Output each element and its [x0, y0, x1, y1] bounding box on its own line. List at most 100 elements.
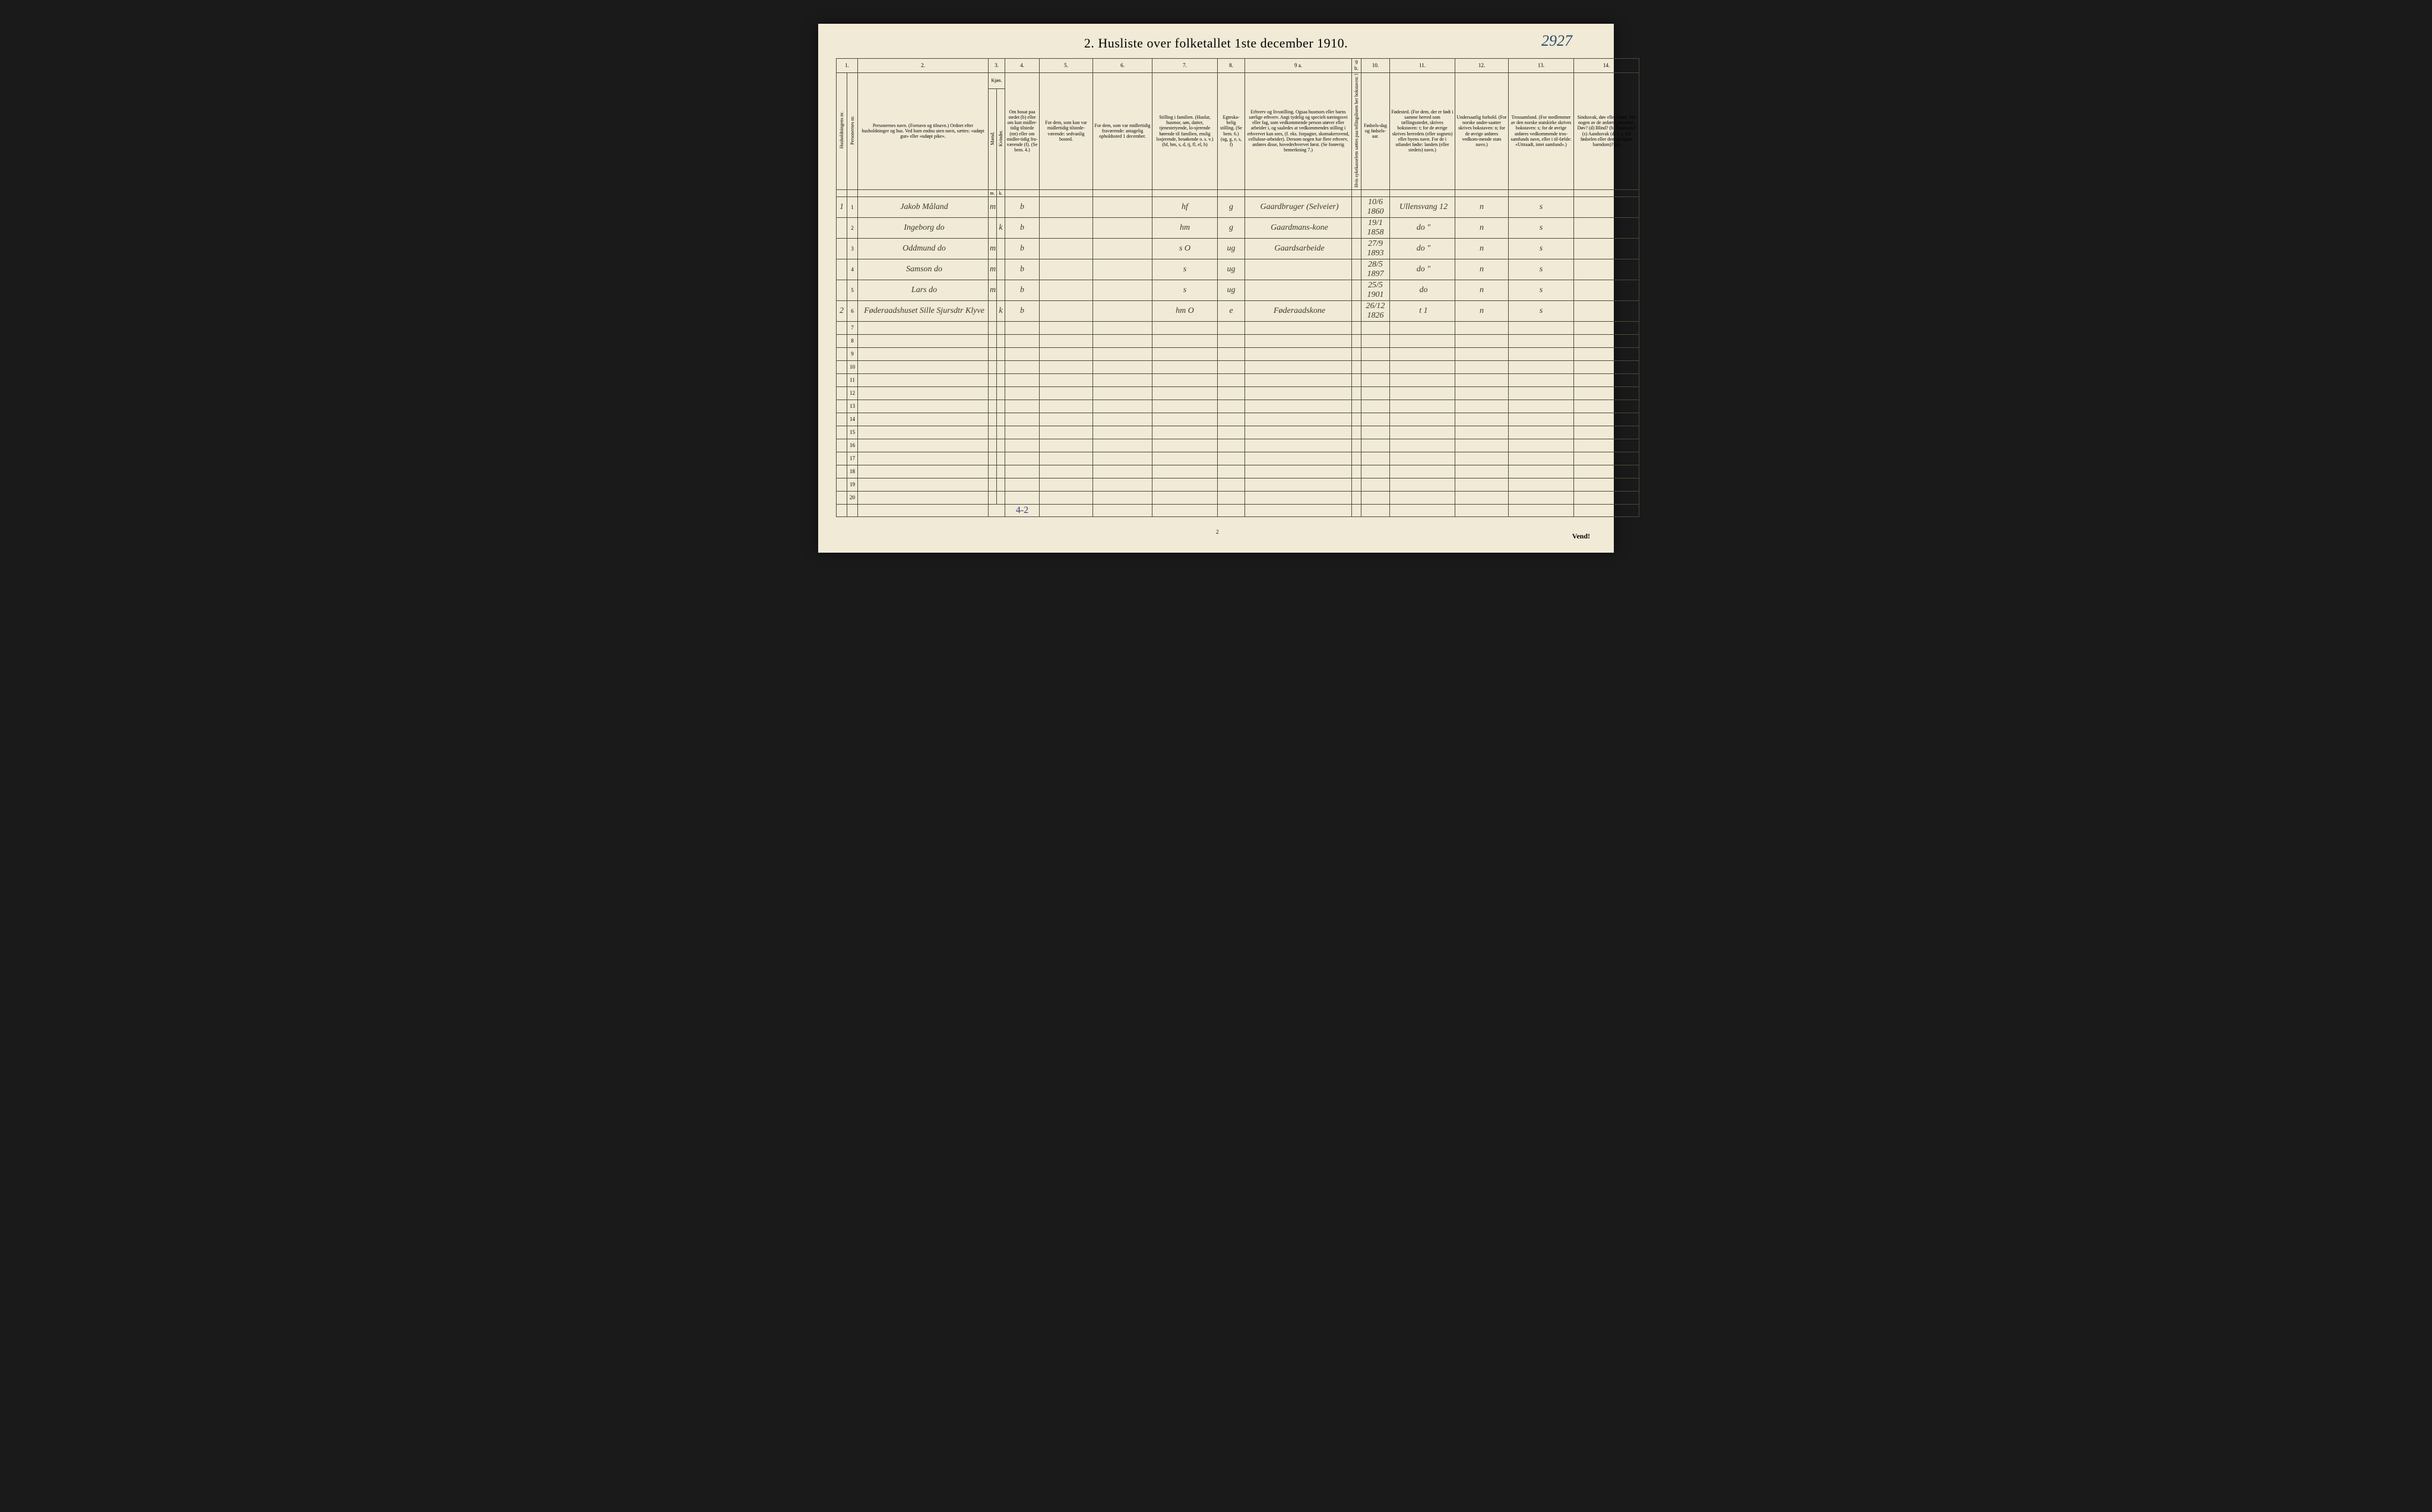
cell-empty	[1245, 360, 1352, 373]
cell-empty	[997, 400, 1005, 413]
cell-empty	[1040, 360, 1093, 373]
cell-empty	[1152, 478, 1218, 491]
cell-empty	[989, 439, 997, 452]
cell-sick	[1352, 217, 1361, 238]
cell-temp-present	[1040, 259, 1093, 280]
cell-empty	[989, 386, 997, 400]
cell-household-nr	[837, 238, 847, 259]
cell-name: Jakob Måland	[858, 196, 989, 217]
cell-empty	[1005, 400, 1040, 413]
cell-household-nr	[837, 217, 847, 238]
cell-empty	[1352, 465, 1361, 478]
cell-empty	[1218, 465, 1245, 478]
colnum-5: 5.	[1040, 59, 1093, 73]
table-row-empty: 19	[837, 478, 1639, 491]
cell-birthdate: 19/1 1858	[1361, 217, 1390, 238]
cell-marital: ug	[1218, 259, 1245, 280]
cell-person-nr: 18	[847, 465, 858, 478]
cell-household-nr: 2	[837, 300, 847, 321]
cell-empty	[1245, 465, 1352, 478]
cell-residence: b	[1005, 238, 1040, 259]
hdr-birthdate: Fødsels-dag og fødsels-aar.	[1361, 72, 1390, 189]
cell-empty	[1040, 452, 1093, 465]
cell-empty	[1352, 334, 1361, 347]
cell-nationality: n	[1455, 280, 1509, 300]
cell-empty	[1093, 400, 1152, 413]
cell-empty	[1509, 478, 1574, 491]
cell-household-nr	[837, 478, 847, 491]
cell-sex-k	[997, 259, 1005, 280]
table-row-empty: 10	[837, 360, 1639, 373]
table-row-empty: 20	[837, 491, 1639, 504]
cell-empty	[1152, 400, 1218, 413]
colnum-14: 14.	[1574, 59, 1639, 73]
cell-empty	[858, 334, 989, 347]
cell-empty	[1218, 373, 1245, 386]
cell-empty	[1005, 426, 1040, 439]
cell-empty	[1390, 373, 1455, 386]
cell-empty	[1361, 347, 1390, 360]
hdr-k-abbr: k.	[997, 189, 1005, 196]
hdr-person-nr: Personernes nr.	[847, 72, 858, 189]
cell-empty	[1509, 491, 1574, 504]
cell-empty	[1005, 373, 1040, 386]
cell-empty	[1390, 386, 1455, 400]
table-row-empty: 18	[837, 465, 1639, 478]
cell-sick	[1352, 196, 1361, 217]
cell-empty	[1574, 321, 1639, 334]
cell-empty	[1093, 386, 1152, 400]
cell-empty	[1245, 373, 1352, 386]
table-row: 3Oddmund dombs OugGaardsarbeide27/9 1893…	[837, 238, 1639, 259]
cell-empty	[858, 413, 989, 426]
cell-empty	[858, 400, 989, 413]
cell-empty	[1093, 334, 1152, 347]
cell-household-nr	[837, 373, 847, 386]
table-footer: 4-2	[837, 504, 1639, 516]
cell-empty	[858, 452, 989, 465]
cell-religion: s	[1509, 238, 1574, 259]
cell-sex-k	[997, 196, 1005, 217]
cell-empty	[1218, 426, 1245, 439]
cell-empty	[1218, 347, 1245, 360]
cell-person-nr: 11	[847, 373, 858, 386]
cell-empty	[1093, 413, 1152, 426]
cell-empty	[1152, 360, 1218, 373]
colnum-2: 2.	[858, 59, 989, 73]
colnum-9b: 9 b.	[1352, 59, 1361, 73]
cell-sex-m	[989, 300, 997, 321]
cell-empty	[1455, 360, 1509, 373]
cell-empty	[997, 334, 1005, 347]
cell-empty	[1361, 400, 1390, 413]
cell-name: Samson do	[858, 259, 989, 280]
cell-empty	[1574, 465, 1639, 478]
cell-empty	[858, 491, 989, 504]
cell-person-nr: 10	[847, 360, 858, 373]
cell-empty	[1361, 334, 1390, 347]
cell-empty	[1245, 478, 1352, 491]
cell-empty	[997, 373, 1005, 386]
hdr-temp-absent: For dem, som var midlertidig fraværende:…	[1093, 72, 1152, 189]
cell-empty	[1040, 413, 1093, 426]
cell-person-nr: 5	[847, 280, 858, 300]
cell-religion: s	[1509, 300, 1574, 321]
cell-empty	[989, 321, 997, 334]
cell-sick	[1352, 280, 1361, 300]
cell-empty	[1093, 478, 1152, 491]
cell-empty	[1509, 386, 1574, 400]
hdr-temp-present: For dem, som kun var midlertidig tilsted…	[1040, 72, 1093, 189]
cell-empty	[1509, 347, 1574, 360]
cell-empty	[1509, 439, 1574, 452]
cell-household-nr	[837, 426, 847, 439]
cell-empty	[1361, 413, 1390, 426]
cell-empty	[1093, 321, 1152, 334]
cell-household-nr	[837, 334, 847, 347]
cell-occupation: Gaardbruger (Selveier)	[1245, 196, 1352, 217]
cell-empty	[1152, 452, 1218, 465]
cell-name: Oddmund do	[858, 238, 989, 259]
cell-empty	[1245, 386, 1352, 400]
cell-empty	[1040, 386, 1093, 400]
cell-empty	[1455, 400, 1509, 413]
cell-household-nr	[837, 280, 847, 300]
table-row-empty: 7	[837, 321, 1639, 334]
cell-empty	[989, 465, 997, 478]
